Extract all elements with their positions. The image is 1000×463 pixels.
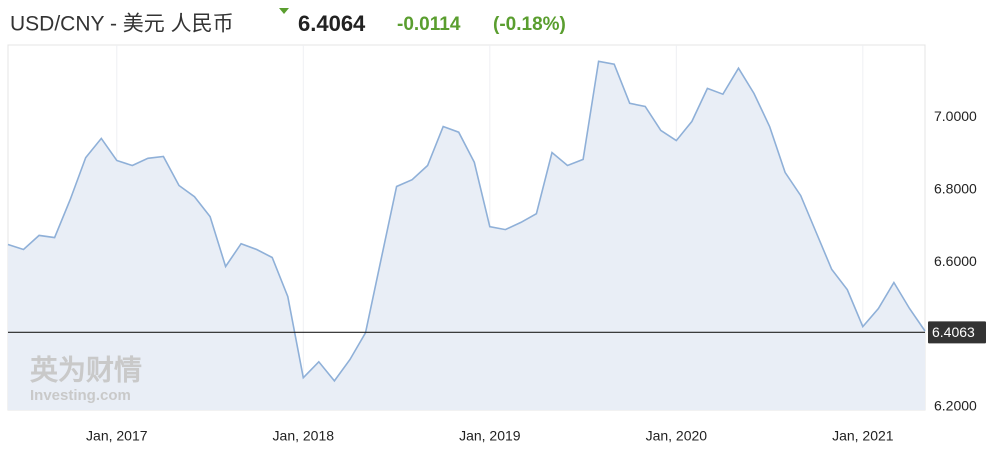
area — [8, 61, 925, 411]
x-tick-label: Jan, 2021 — [832, 428, 894, 444]
direction-icon — [279, 8, 289, 14]
price: 6.4064 — [298, 11, 366, 36]
y-tick-label: 6.6000 — [934, 253, 977, 269]
y-tick-label: 6.8000 — [934, 181, 977, 197]
y-tick-label: 6.2000 — [934, 398, 977, 414]
change-percent: (-0.18%) — [493, 14, 566, 35]
x-tick-label: Jan, 2020 — [646, 428, 708, 444]
x-tick-label: Jan, 2019 — [459, 428, 521, 444]
x-tick-label: Jan, 2017 — [86, 428, 148, 444]
current-value-label: 6.4063 — [932, 324, 975, 340]
chart-title: USD/CNY - 美元 人民币 — [10, 13, 234, 36]
watermark: 英为财情 — [30, 354, 142, 385]
x-tick-label: Jan, 2018 — [273, 428, 335, 444]
y-tick-label: 7.0000 — [934, 108, 977, 124]
current-value-box — [928, 321, 986, 344]
change: -0.0114 — [397, 14, 461, 35]
line — [7, 60, 926, 383]
watermark: Investing.com — [30, 387, 131, 404]
plot-area: Jan, 2017 Jan, 2018 Jan, 2019 Jan, 2020 Jan,… — [7, 44, 986, 444]
